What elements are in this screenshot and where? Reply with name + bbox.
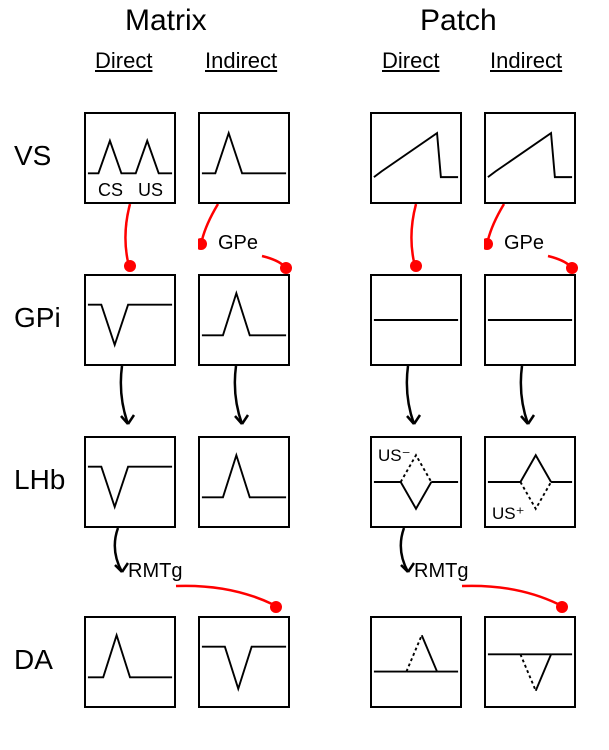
col-title-3: Indirect <box>490 48 562 74</box>
col-title-2: Direct <box>382 48 439 74</box>
cell-gpi-patch-direct <box>370 274 462 366</box>
conn-gpi-lhb-3 <box>484 366 576 436</box>
col-title-1: Indirect <box>205 48 277 74</box>
cell-lhb-patch-direct: US⁻ <box>370 436 462 528</box>
row-label-lhb: LHb <box>14 464 65 496</box>
label-us: US <box>138 180 163 201</box>
cell-gpi-patch-indirect <box>484 274 576 366</box>
cell-lhb-matrix-indirect <box>198 436 290 528</box>
conn-gpi-lhb-2 <box>370 366 462 436</box>
label-cs: CS <box>98 180 123 201</box>
cell-vs-patch-indirect <box>484 112 576 204</box>
conn-vs-gpi-2 <box>370 204 462 274</box>
cell-gpi-matrix-indirect <box>198 274 290 366</box>
col-title-0: Direct <box>95 48 152 74</box>
cell-da-patch-indirect <box>484 616 576 708</box>
label-gpe-1: GPe <box>218 232 258 255</box>
cell-vs-patch-direct <box>370 112 462 204</box>
conn-vs-gpi-0 <box>84 204 176 274</box>
label-gpe-3: GPe <box>504 232 544 255</box>
group-title-matrix: Matrix <box>125 4 207 38</box>
cell-vs-matrix-indirect <box>198 112 290 204</box>
cell-lhb-patch-indirect: US⁺ <box>484 436 576 528</box>
row-label-da: DA <box>14 644 53 676</box>
group-title-patch: Patch <box>420 4 497 38</box>
label-rmtg-0: RMTg <box>128 560 182 583</box>
label-us-plus: US⁺ <box>492 504 525 524</box>
label-us-minus: US⁻ <box>378 446 411 466</box>
row-label-gpi: GPi <box>14 302 61 334</box>
conn-rmtg-da-3 <box>456 582 586 618</box>
cell-lhb-matrix-direct <box>84 436 176 528</box>
cell-vs-matrix-direct: CS US <box>84 112 176 204</box>
row-label-vs: VS <box>14 140 51 172</box>
label-rmtg-2: RMTg <box>414 560 468 583</box>
conn-rmtg-da-1 <box>170 582 300 618</box>
cell-da-matrix-indirect <box>198 616 290 708</box>
cell-da-matrix-direct <box>84 616 176 708</box>
cell-da-patch-direct <box>370 616 462 708</box>
conn-gpi-lhb-1 <box>198 366 290 436</box>
conn-gpi-lhb-0 <box>84 366 176 436</box>
cell-gpi-matrix-direct <box>84 274 176 366</box>
